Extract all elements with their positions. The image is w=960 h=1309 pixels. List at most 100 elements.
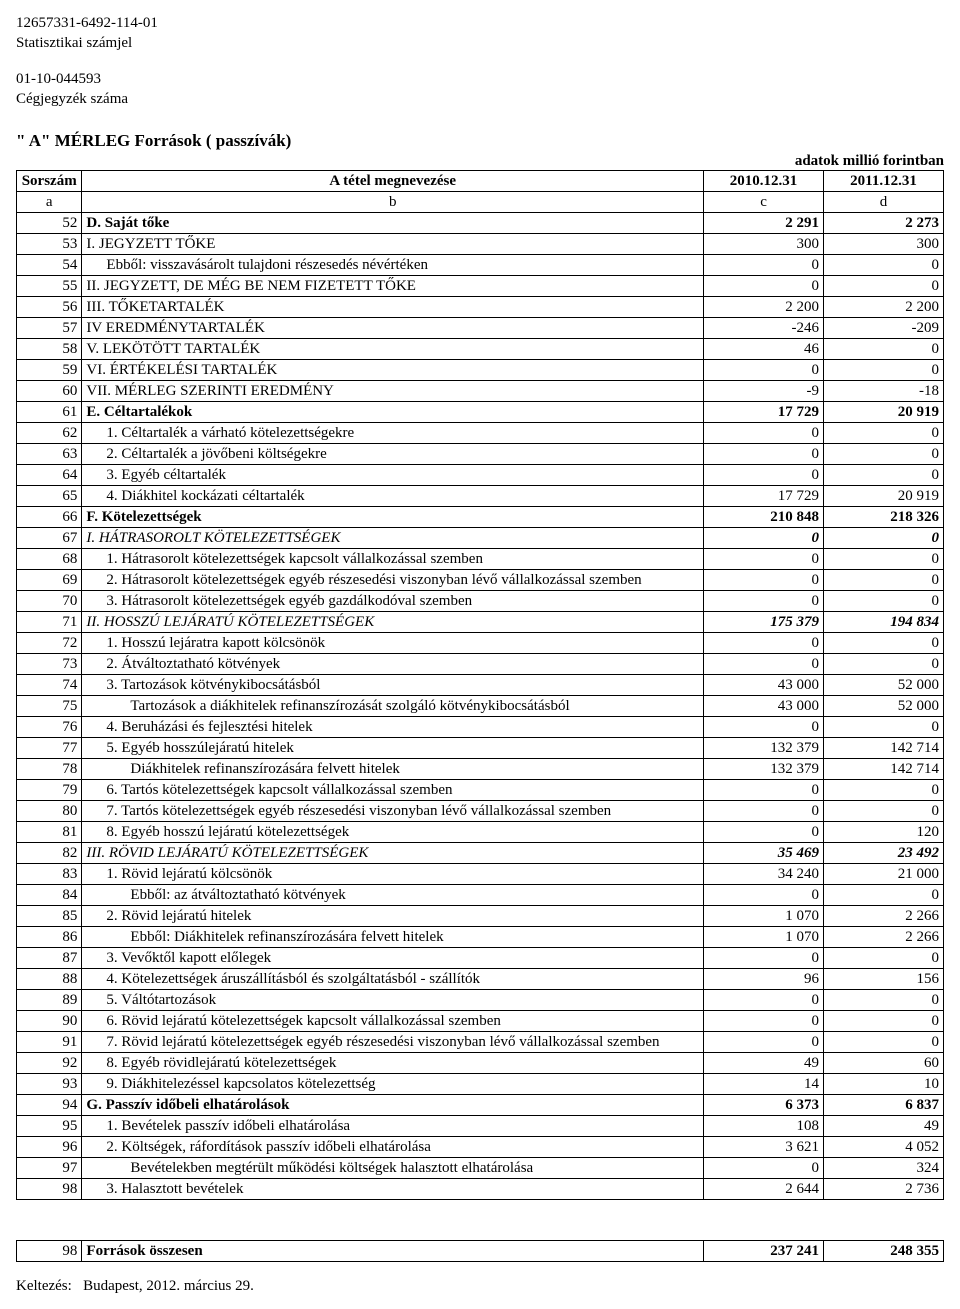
row-value-1: 0 (704, 591, 824, 612)
row-value-1: 0 (704, 360, 824, 381)
row-label: 2. Céltartalék a jövőbeni költségekre (82, 444, 704, 465)
row-value-2: 52 000 (824, 696, 944, 717)
row-value-1: 1 070 (704, 906, 824, 927)
row-label: 1. Hosszú lejáratra kapott kölcsönök (82, 633, 704, 654)
table-row: 732. Átváltoztatható kötvények00 (17, 654, 944, 675)
row-label: Ebből: visszavásárolt tulajdoni részesed… (82, 255, 704, 276)
row-label: 4. Beruházási és fejlesztési hitelek (82, 717, 704, 738)
row-value-2: 60 (824, 1053, 944, 1074)
table-row: 852. Rövid lejáratú hitelek1 0702 266 (17, 906, 944, 927)
row-value-2: 0 (824, 591, 944, 612)
row-value-1: 132 379 (704, 738, 824, 759)
row-index: 57 (17, 318, 82, 339)
row-label: 3. Vevőktől kapott előlegek (82, 948, 704, 969)
row-value-2: 0 (824, 780, 944, 801)
unit-label: adatok millió forintban (16, 153, 944, 170)
row-index: 76 (17, 717, 82, 738)
row-index: 73 (17, 654, 82, 675)
row-value-2: 120 (824, 822, 944, 843)
row-label: 8. Egyéb rövidlejáratú kötelezettségek (82, 1053, 704, 1074)
subheader-c: c (704, 192, 824, 213)
subheader-b: b (82, 192, 704, 213)
row-label: 4. Diákhitel kockázati céltartalék (82, 486, 704, 507)
row-index: 92 (17, 1053, 82, 1074)
date-label: Keltezés: (16, 1278, 72, 1294)
row-value-1: 300 (704, 234, 824, 255)
row-value-1: 0 (704, 822, 824, 843)
table-row: 643. Egyéb céltartalék00 (17, 465, 944, 486)
row-index: 78 (17, 759, 82, 780)
row-value-2: 0 (824, 1011, 944, 1032)
reg-label: Cégjegyzék száma (16, 90, 944, 110)
row-index: 95 (17, 1116, 82, 1137)
row-value-2: 0 (824, 885, 944, 906)
table-row: 807. Tartós kötelezettségek egyéb részes… (17, 801, 944, 822)
row-index: 54 (17, 255, 82, 276)
row-value-2: 21 000 (824, 864, 944, 885)
row-label: 3. Tartozások kötvénykibocsátásból (82, 675, 704, 696)
row-value-1: 6 373 (704, 1095, 824, 1116)
row-value-1: 0 (704, 423, 824, 444)
total-index: 98 (17, 1241, 82, 1262)
row-label: Ebből: Diákhitelek refinanszírozására fe… (82, 927, 704, 948)
row-label: E. Céltartalékok (82, 402, 704, 423)
row-index: 62 (17, 423, 82, 444)
row-value-1: 175 379 (704, 612, 824, 633)
row-value-2: 20 919 (824, 486, 944, 507)
table-row: 703. Hátrasorolt kötelezettségek egyéb g… (17, 591, 944, 612)
row-value-1: 14 (704, 1074, 824, 1095)
row-value-2: 0 (824, 801, 944, 822)
row-label: 1. Hátrasorolt kötelezettségek kapcsolt … (82, 549, 704, 570)
table-row: 57IV EREDMÉNYTARTALÉK-246-209 (17, 318, 944, 339)
row-index: 67 (17, 528, 82, 549)
table-row: 75Tartozások a diákhitelek refinanszíroz… (17, 696, 944, 717)
row-label: 1. Rövid lejáratú kölcsönök (82, 864, 704, 885)
row-value-2: 52 000 (824, 675, 944, 696)
row-index: 68 (17, 549, 82, 570)
row-label: 7. Tartós kötelezettségek egyéb részesed… (82, 801, 704, 822)
row-label: Diákhitelek refinanszírozására felvett h… (82, 759, 704, 780)
row-value-2: 2 736 (824, 1179, 944, 1200)
row-index: 85 (17, 906, 82, 927)
row-index: 88 (17, 969, 82, 990)
row-value-1: 108 (704, 1116, 824, 1137)
row-label: Bevételekben megtérült működési költsége… (82, 1158, 704, 1179)
table-row: 917. Rövid lejáratú kötelezettségek egyé… (17, 1032, 944, 1053)
row-value-2: 142 714 (824, 759, 944, 780)
row-index: 97 (17, 1158, 82, 1179)
table-row: 831. Rövid lejáratú kölcsönök34 24021 00… (17, 864, 944, 885)
row-value-2: 6 837 (824, 1095, 944, 1116)
row-index: 86 (17, 927, 82, 948)
row-value-2: 0 (824, 570, 944, 591)
row-label: 2. Költségek, ráfordítások passzív időbe… (82, 1137, 704, 1158)
row-label: 2. Átváltoztatható kötvények (82, 654, 704, 675)
row-label: Tartozások a diákhitelek refinanszírozás… (82, 696, 704, 717)
row-value-1: 0 (704, 255, 824, 276)
row-value-2: 0 (824, 654, 944, 675)
row-index: 87 (17, 948, 82, 969)
table-row: 906. Rövid lejáratú kötelezettségek kapc… (17, 1011, 944, 1032)
row-index: 56 (17, 297, 82, 318)
row-value-2: 49 (824, 1116, 944, 1137)
table-subheader: a b c d (17, 192, 944, 213)
row-value-2: 23 492 (824, 843, 944, 864)
row-value-1: 35 469 (704, 843, 824, 864)
table-row: 54Ebből: visszavásárolt tulajdoni részes… (17, 255, 944, 276)
total-table: 98 Források összesen 237 241 248 355 (16, 1240, 944, 1262)
row-index: 64 (17, 465, 82, 486)
row-value-1: 0 (704, 549, 824, 570)
row-value-1: 0 (704, 1032, 824, 1053)
row-value-2: 0 (824, 633, 944, 654)
row-index: 79 (17, 780, 82, 801)
stat-id: 12657331-6492-114-01 (16, 14, 944, 34)
row-value-2: 0 (824, 948, 944, 969)
row-label: D. Saját tőke (82, 213, 704, 234)
row-index: 59 (17, 360, 82, 381)
row-index: 80 (17, 801, 82, 822)
table-row: 928. Egyéb rövidlejáratú kötelezettségek… (17, 1053, 944, 1074)
table-row: 939. Diákhitelezéssel kapcsolatos kötele… (17, 1074, 944, 1095)
row-index: 60 (17, 381, 82, 402)
table-row: 82III. RÖVID LEJÁRATÚ KÖTELEZETTSÉGEK35 … (17, 843, 944, 864)
table-row: 632. Céltartalék a jövőbeni költségekre0… (17, 444, 944, 465)
row-index: 93 (17, 1074, 82, 1095)
